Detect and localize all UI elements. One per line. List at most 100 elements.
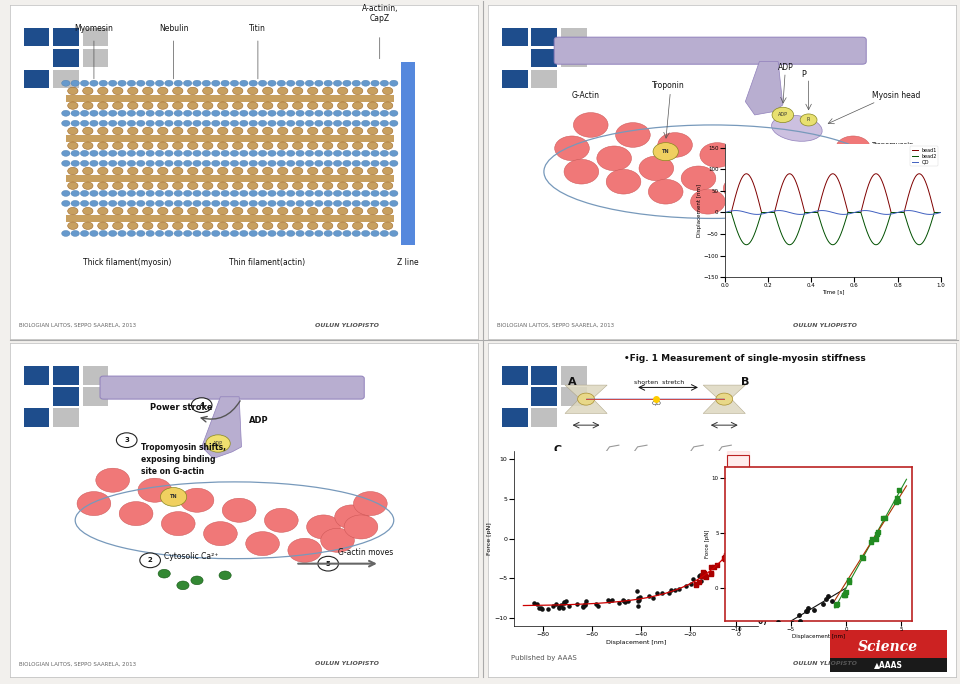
Circle shape	[307, 142, 318, 149]
Text: Nebulin: Nebulin	[158, 25, 188, 34]
Point	[732, 531, 748, 542]
Circle shape	[118, 80, 127, 86]
Circle shape	[343, 200, 351, 207]
Circle shape	[99, 110, 108, 116]
Circle shape	[321, 528, 354, 552]
Text: Tropomyosin
blocks binding
site on G-actin: Tropomyosin blocks binding site on G-act…	[872, 142, 921, 161]
Circle shape	[174, 200, 182, 207]
Bar	[531, 49, 557, 67]
Circle shape	[343, 120, 351, 127]
Point	[724, 542, 739, 553]
Circle shape	[248, 102, 258, 109]
Circle shape	[221, 80, 229, 86]
Circle shape	[118, 120, 127, 127]
Circle shape	[173, 182, 183, 189]
Bar	[531, 387, 557, 406]
Point	[735, 525, 751, 536]
Polygon shape	[703, 399, 745, 413]
Circle shape	[324, 120, 332, 127]
Circle shape	[315, 190, 323, 196]
Circle shape	[230, 231, 239, 237]
Circle shape	[156, 80, 164, 86]
Circle shape	[249, 80, 257, 86]
Point	[579, 595, 594, 606]
Point	[667, 585, 683, 596]
Point	[721, 655, 736, 666]
Circle shape	[183, 190, 192, 196]
Circle shape	[380, 120, 389, 127]
Circle shape	[323, 168, 333, 174]
Circle shape	[382, 168, 393, 174]
Point	[615, 595, 631, 606]
Circle shape	[338, 88, 348, 94]
Point	[569, 598, 585, 609]
Point	[696, 570, 711, 581]
FancyBboxPatch shape	[100, 376, 364, 399]
Circle shape	[307, 182, 318, 189]
Circle shape	[293, 127, 302, 135]
Circle shape	[232, 207, 243, 215]
Point	[703, 562, 718, 573]
Circle shape	[68, 207, 78, 215]
Point	[605, 594, 620, 605]
Point	[890, 492, 905, 503]
Bar	[53, 387, 79, 406]
Circle shape	[183, 231, 192, 237]
Circle shape	[127, 80, 135, 86]
Circle shape	[61, 160, 70, 166]
Circle shape	[338, 182, 348, 189]
Bar	[83, 28, 108, 47]
Circle shape	[127, 200, 135, 207]
Circle shape	[268, 110, 276, 116]
Circle shape	[352, 160, 361, 166]
Line: bead1: bead1	[725, 174, 941, 213]
Circle shape	[263, 102, 273, 109]
Circle shape	[240, 120, 248, 127]
Point	[718, 553, 733, 564]
Circle shape	[344, 515, 378, 539]
Circle shape	[263, 182, 273, 189]
Text: Tropomyosin shifts,: Tropomyosin shifts,	[141, 443, 226, 452]
Circle shape	[71, 110, 80, 116]
Circle shape	[258, 80, 267, 86]
Circle shape	[352, 231, 361, 237]
Circle shape	[193, 120, 202, 127]
Circle shape	[352, 168, 363, 174]
Text: OULUN YLIOPISTO: OULUN YLIOPISTO	[315, 661, 379, 666]
Circle shape	[648, 179, 683, 204]
Circle shape	[211, 150, 220, 157]
Text: A: A	[567, 377, 576, 386]
Text: ADP: ADP	[249, 417, 268, 425]
Circle shape	[193, 231, 202, 237]
Circle shape	[380, 80, 389, 86]
Point	[632, 594, 647, 605]
Text: 4: 4	[199, 402, 204, 408]
Circle shape	[127, 110, 135, 116]
Circle shape	[89, 110, 98, 116]
Circle shape	[390, 231, 398, 237]
Circle shape	[352, 182, 363, 189]
Point	[707, 562, 722, 573]
Circle shape	[371, 80, 379, 86]
Point	[779, 622, 794, 633]
Text: Pᴵ: Pᴵ	[802, 70, 807, 79]
Text: BIOLOGIAN LAITOS, SEPPO SAARELA, 2013: BIOLOGIAN LAITOS, SEPPO SAARELA, 2013	[19, 323, 136, 328]
Bar	[24, 70, 49, 88]
Circle shape	[143, 182, 153, 189]
Circle shape	[203, 110, 210, 116]
Point	[633, 592, 648, 603]
Text: G-actin moves: G-actin moves	[338, 549, 393, 557]
Circle shape	[323, 207, 333, 215]
Circle shape	[218, 142, 228, 149]
Circle shape	[221, 231, 229, 237]
Circle shape	[263, 168, 273, 174]
Circle shape	[203, 207, 213, 215]
Point	[617, 596, 633, 607]
Circle shape	[232, 88, 243, 94]
Circle shape	[68, 127, 78, 135]
Point	[863, 536, 878, 547]
Point	[829, 598, 845, 609]
Circle shape	[157, 142, 168, 149]
Circle shape	[218, 127, 228, 135]
Bar	[531, 408, 557, 427]
